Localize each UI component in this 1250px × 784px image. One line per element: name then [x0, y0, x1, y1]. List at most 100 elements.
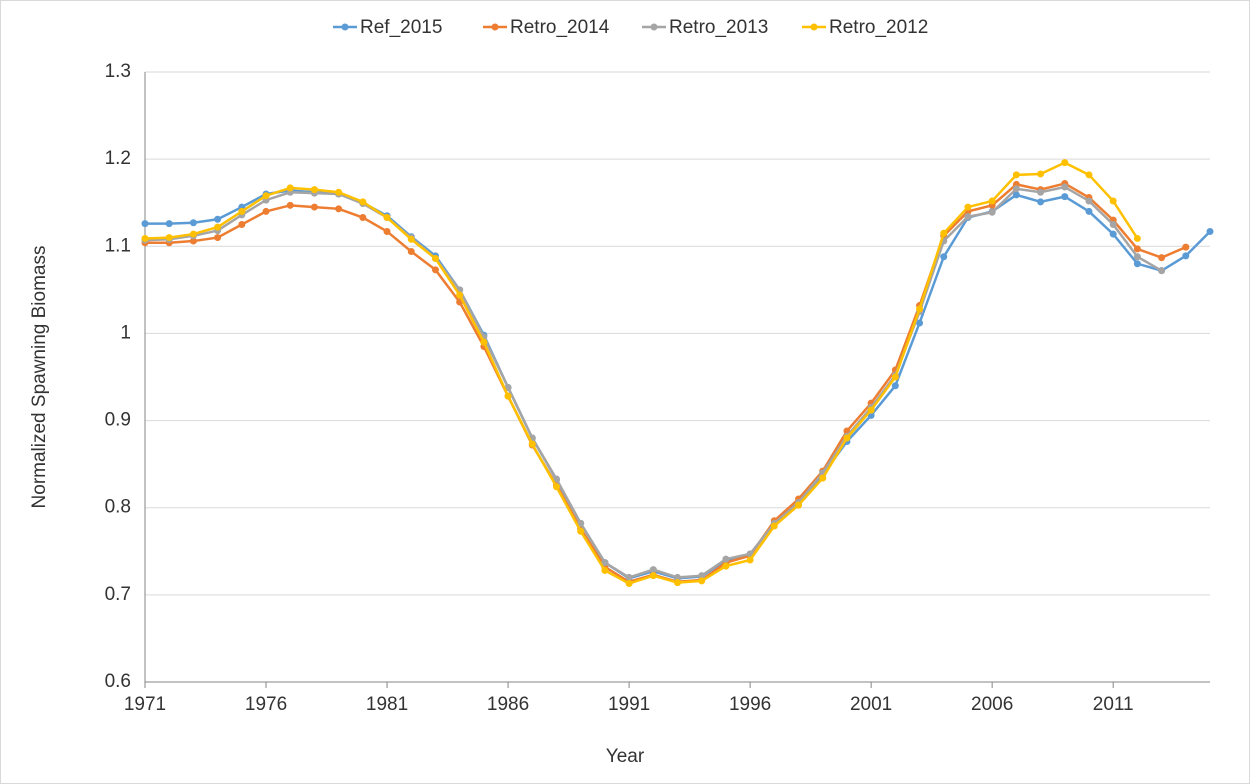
- x-tick-label: 1991: [608, 694, 650, 715]
- x-axis-title: Year: [606, 746, 645, 767]
- x-tick-label: 1971: [124, 694, 166, 715]
- data-point: [1061, 193, 1069, 201]
- data-point: [214, 215, 222, 223]
- data-point: [407, 235, 415, 243]
- data-point: [1206, 227, 1214, 235]
- x-tick-label: 1976: [245, 694, 287, 715]
- data-point: [431, 266, 439, 274]
- data-point: [1037, 170, 1045, 178]
- data-point: [165, 234, 173, 242]
- y-tick-label: 0.7: [105, 584, 131, 605]
- data-point: [1182, 252, 1190, 260]
- legend-label: Retro_2012: [829, 17, 928, 38]
- data-point: [916, 305, 924, 313]
- data-point: [1085, 171, 1093, 179]
- x-tick-label: 2006: [971, 694, 1013, 715]
- data-point: [141, 220, 149, 228]
- data-point: [988, 208, 996, 216]
- data-point: [189, 237, 197, 245]
- data-point: [1012, 171, 1020, 179]
- data-point: [480, 338, 488, 346]
- data-point: [649, 566, 657, 574]
- y-tick-label: 0.8: [105, 497, 131, 518]
- data-point: [819, 474, 827, 482]
- data-point: [988, 197, 996, 205]
- data-point: [1182, 243, 1190, 251]
- y-tick-label: 0.9: [105, 410, 131, 431]
- data-point: [359, 214, 367, 222]
- data-point: [1109, 230, 1117, 238]
- data-point: [238, 221, 246, 228]
- data-point: [722, 562, 730, 570]
- data-point: [577, 527, 585, 535]
- data-point: [1012, 191, 1020, 199]
- data-point: [214, 223, 222, 231]
- data-point: [1037, 198, 1045, 206]
- data-point: [189, 219, 197, 227]
- y-tick-label: 0.6: [105, 671, 131, 692]
- data-point: [601, 566, 609, 574]
- data-point: [456, 291, 464, 299]
- legend-marker: [650, 23, 658, 31]
- data-point: [286, 184, 294, 192]
- legend-label: Retro_2014: [510, 17, 610, 38]
- x-tick-label: 2011: [1093, 694, 1134, 715]
- data-point: [214, 234, 222, 242]
- data-point: [1133, 234, 1141, 242]
- data-point: [1109, 221, 1117, 228]
- data-point: [698, 577, 706, 585]
- legend-marker: [341, 23, 349, 31]
- y-tick-label: 1.1: [105, 235, 131, 256]
- data-point: [1133, 253, 1141, 261]
- data-point: [407, 248, 415, 256]
- data-point: [964, 213, 972, 221]
- data-point: [1085, 197, 1093, 205]
- data-point: [891, 373, 899, 381]
- y-tick-label: 1.3: [105, 61, 131, 82]
- y-tick-label: 1.2: [105, 148, 131, 169]
- data-point: [1061, 183, 1069, 191]
- legend-marker: [810, 23, 818, 31]
- data-point: [504, 392, 512, 400]
- data-point: [552, 483, 560, 491]
- data-point: [649, 572, 657, 580]
- data-point: [1158, 254, 1166, 262]
- legend-label: Retro_2013: [669, 17, 768, 38]
- data-point: [1158, 267, 1166, 275]
- data-point: [1109, 197, 1117, 205]
- data-point: [843, 434, 851, 442]
- data-point: [165, 220, 173, 228]
- y-tick-label: 1: [120, 322, 131, 343]
- data-point: [528, 440, 536, 448]
- data-point: [1012, 185, 1020, 193]
- data-point: [770, 522, 778, 530]
- data-point: [238, 207, 246, 215]
- x-tick-label: 2001: [850, 694, 892, 715]
- data-point: [722, 555, 730, 563]
- y-axis-title: Normalized Spawning Biomass: [29, 246, 50, 509]
- data-point: [1085, 207, 1093, 215]
- legend-marker: [491, 23, 499, 31]
- legend-label: Ref_2015: [360, 17, 442, 38]
- data-point: [577, 519, 585, 527]
- data-point: [867, 406, 875, 414]
- data-point: [1133, 260, 1141, 268]
- data-point: [625, 573, 633, 581]
- data-point: [310, 186, 318, 194]
- data-point: [383, 214, 391, 222]
- data-point: [891, 382, 899, 390]
- data-point: [359, 198, 367, 206]
- data-point: [552, 475, 560, 483]
- x-tick-label: 1986: [487, 694, 529, 715]
- data-point: [262, 207, 270, 215]
- data-point: [964, 203, 972, 211]
- x-tick-label: 1996: [729, 694, 771, 715]
- data-point: [698, 572, 706, 580]
- data-point: [504, 383, 512, 391]
- data-point: [674, 579, 681, 587]
- data-point: [141, 234, 149, 242]
- data-point: [625, 580, 633, 588]
- data-point: [674, 573, 681, 581]
